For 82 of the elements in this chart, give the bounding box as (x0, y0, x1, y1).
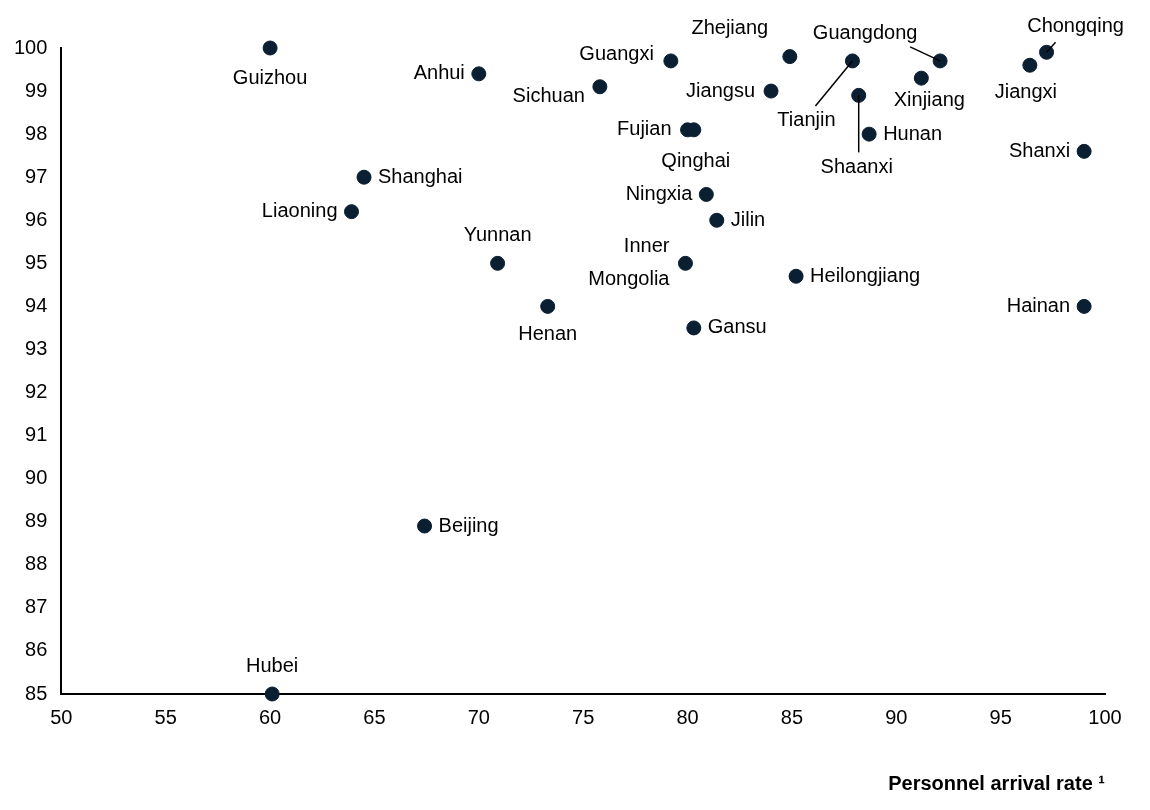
y-tick-label: 100 (13, 35, 48, 58)
data-label: Hainan (1006, 293, 1071, 316)
point (592, 79, 608, 95)
data-label: Zhejiang (691, 16, 769, 39)
data-label: Hunan (883, 121, 943, 144)
point (344, 204, 359, 220)
data-label: Guangdong (812, 21, 918, 44)
point (1076, 143, 1092, 159)
data-label: Jiangsu (686, 78, 756, 101)
point (861, 126, 877, 142)
y-tick-label: 87 (25, 595, 48, 618)
x-tick-label: 80 (676, 705, 699, 728)
data-label: Fujian (617, 117, 672, 140)
point (262, 40, 278, 56)
point (677, 255, 693, 271)
y-tick-label: 86 (25, 638, 48, 661)
data-label: Jilin (730, 207, 766, 230)
data-label: Henan (518, 321, 578, 344)
data-label: Jiangxi (994, 79, 1057, 102)
data-label: Liaoning (261, 199, 338, 222)
data-label: Heilongjiang (810, 263, 921, 286)
y-tick-label: 97 (25, 164, 48, 187)
point (788, 268, 804, 284)
y-tick-label: 95 (25, 250, 48, 273)
point (763, 83, 779, 99)
point (540, 298, 556, 314)
data-label: Qinghai (661, 149, 731, 172)
data-label: Yunnan (463, 222, 532, 245)
data-label: Beijing (438, 513, 499, 536)
x-tick-label: 95 (989, 705, 1012, 728)
data-label: Shanghai (378, 164, 463, 187)
data-label: Shaanxi (820, 154, 893, 177)
y-tick-label: 99 (25, 78, 48, 101)
y-tick-label: 88 (25, 552, 48, 575)
data-label: Shanxi (1008, 138, 1071, 161)
point (1076, 298, 1092, 314)
data-label: Tianjin (777, 108, 836, 131)
point (1022, 57, 1038, 73)
y-tick-label: 92 (25, 380, 48, 403)
y-tick-label: 96 (25, 207, 48, 230)
x-tick-label: 100 (1088, 705, 1122, 728)
point (709, 212, 725, 228)
data-label: Anhui (413, 61, 465, 84)
x-tick-label: 90 (885, 705, 908, 728)
data-label: Guizhou (232, 65, 308, 88)
point (264, 686, 280, 702)
point (782, 49, 798, 65)
point (663, 53, 679, 69)
y-tick-label: 91 (25, 423, 48, 446)
x-tick-label: 55 (154, 705, 177, 728)
point (490, 255, 506, 271)
x-tick-label: 70 (467, 705, 490, 728)
point (913, 70, 929, 86)
x-tick-label: 85 (780, 705, 804, 728)
data-label: Inner Mongolia (588, 234, 671, 290)
point (844, 53, 860, 69)
point (698, 186, 714, 202)
x-tick-label: 50 (50, 705, 73, 728)
x-tick-label: 60 (258, 705, 282, 728)
data-label: Sichuan (512, 84, 585, 107)
point (932, 53, 948, 69)
data-label: Ningxia (625, 181, 694, 204)
y-tick-label: 90 (25, 466, 48, 489)
data-label: Xinjiang (893, 87, 965, 110)
data-label: Gansu (707, 315, 767, 338)
y-tick-label: 93 (25, 336, 48, 359)
x-tick-label: 65 (363, 705, 386, 728)
point (471, 66, 487, 82)
data-label: Hubei (246, 653, 299, 676)
point (356, 169, 372, 185)
data-label: Guangxi (579, 42, 654, 65)
point (851, 87, 867, 103)
data-label: Chongqing (1027, 13, 1124, 36)
x-tick-label: 75 (572, 705, 595, 728)
y-tick-label: 94 (25, 293, 48, 316)
x-axis-title: Personnel arrival rate ¹ (888, 771, 1106, 794)
y-tick-label: 98 (25, 121, 48, 144)
point (686, 320, 702, 336)
point (417, 518, 433, 534)
y-tick-label: 85 (25, 681, 48, 704)
point (1039, 44, 1055, 60)
y-tick-label: 89 (25, 509, 48, 532)
